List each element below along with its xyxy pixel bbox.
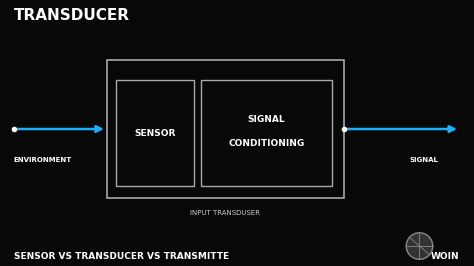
Text: CONDITIONING: CONDITIONING bbox=[228, 139, 305, 148]
Text: WOIN: WOIN bbox=[431, 252, 460, 261]
Bar bbox=[116, 80, 194, 186]
Text: TRANSDUCER: TRANSDUCER bbox=[14, 8, 130, 23]
Bar bbox=[107, 60, 344, 198]
Text: ENVIRONMENT: ENVIRONMENT bbox=[14, 157, 72, 163]
Text: SIGNAL: SIGNAL bbox=[248, 115, 285, 124]
Text: SENSOR: SENSOR bbox=[135, 128, 176, 138]
Text: SIGNAL: SIGNAL bbox=[410, 157, 438, 163]
Bar bbox=[201, 80, 332, 186]
Text: INPUT TRANSDUSER: INPUT TRANSDUSER bbox=[190, 210, 260, 216]
Ellipse shape bbox=[406, 233, 433, 259]
Text: SENSOR VS TRANSDUCER VS TRANSMITTE: SENSOR VS TRANSDUCER VS TRANSMITTE bbox=[14, 252, 229, 261]
